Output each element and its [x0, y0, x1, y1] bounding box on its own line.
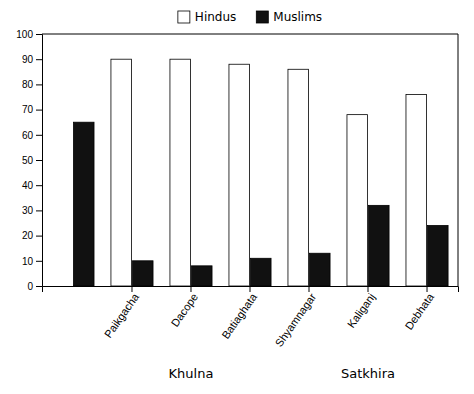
- bars: [74, 59, 449, 286]
- bar: [406, 94, 427, 286]
- legend-label: Hindus: [195, 10, 236, 24]
- group-label: Satkhira: [341, 366, 395, 381]
- y-tick: 100: [16, 29, 42, 40]
- x-tick-label: Debhata: [403, 290, 437, 332]
- y-tick-label: 0: [27, 281, 33, 292]
- y-tick: 10: [22, 256, 42, 267]
- y-tick-mark: [36, 261, 42, 262]
- legend-swatch: [178, 11, 190, 23]
- y-tick-label: 40: [22, 180, 34, 191]
- x-tick: Shyamnagar: [273, 286, 319, 349]
- y-tick-mark: [36, 34, 42, 35]
- x-tick: Batiaghata: [219, 286, 260, 341]
- y-tick: 0: [27, 281, 42, 292]
- y-tick-mark: [36, 185, 42, 186]
- y-tick: 60: [22, 130, 42, 141]
- chart: 0 10 20 30 40 50 60 70 80 90 100 Paikgacha Dacope Bat…: [0, 0, 474, 394]
- bar: [428, 226, 449, 286]
- series: [74, 122, 449, 286]
- x-tick-label: Kaliganj: [345, 291, 377, 330]
- y-tick-label: 100: [16, 29, 33, 40]
- group-label: Khulna: [169, 366, 214, 381]
- bar: [74, 122, 95, 286]
- y-tick-label: 20: [22, 230, 34, 241]
- plot: 0 10 20 30 40 50 60 70 80 90 100 Paikgacha Dacope Bat…: [16, 29, 458, 381]
- x-tick: Kaliganj: [345, 286, 377, 330]
- y-tick-mark: [36, 236, 42, 237]
- y-tick: 70: [22, 104, 42, 115]
- y-tick-label: 30: [22, 205, 34, 216]
- series: [111, 59, 427, 286]
- x-tick-mark: [131, 286, 132, 292]
- y-tick-label: 10: [22, 256, 34, 267]
- y-tick: 40: [22, 180, 42, 191]
- legend: Hindus Muslims: [178, 10, 322, 24]
- x-axis-line: [43, 287, 459, 293]
- bar: [347, 115, 368, 286]
- x-tick-label: Batiaghata: [219, 290, 260, 341]
- y-tick-label: 50: [22, 155, 34, 166]
- y-tick-mark: [36, 160, 42, 161]
- x-tick: Debhata: [403, 286, 437, 332]
- legend-label: Muslims: [273, 10, 322, 24]
- bar: [229, 64, 250, 286]
- y-tick-label: 70: [22, 104, 34, 115]
- bar: [192, 266, 213, 286]
- x-tick: Paikgacha: [102, 286, 142, 340]
- y-tick: 30: [22, 205, 42, 216]
- bar: [369, 205, 390, 286]
- x-tick-label: Paikgacha: [102, 290, 142, 340]
- x-tick: Dacope: [169, 286, 201, 329]
- frame-top: [42, 34, 458, 35]
- bar: [170, 59, 191, 286]
- y-tick-mark: [36, 110, 42, 111]
- x-tick-label: Dacope: [169, 291, 201, 329]
- y-tick-mark: [36, 210, 42, 211]
- y-tick-mark: [36, 59, 42, 60]
- bar: [111, 59, 132, 286]
- legend-swatch: [256, 11, 268, 23]
- legend-item: Muslims: [256, 10, 322, 24]
- bar: [133, 261, 154, 286]
- x-tick-mark: [368, 286, 369, 292]
- bar: [288, 69, 309, 286]
- y-tick: 20: [22, 230, 42, 241]
- y-axis: 0 10 20 30 40 50 60 70 80 90 100: [16, 29, 42, 292]
- x-tick-mark: [427, 286, 428, 292]
- y-tick-label: 60: [22, 130, 34, 141]
- y-tick-label: 90: [22, 54, 34, 65]
- x-tick-mark: [190, 286, 191, 292]
- y-tick: 50: [22, 155, 42, 166]
- x-tick-mark: [309, 286, 310, 292]
- legend-item: Hindus: [178, 10, 236, 24]
- y-tick: 90: [22, 54, 42, 65]
- y-tick-mark: [36, 286, 42, 287]
- y-tick-mark: [36, 84, 42, 85]
- y-tick: 80: [22, 79, 42, 90]
- bar: [251, 258, 272, 286]
- y-tick-label: 80: [22, 79, 34, 90]
- y-tick-mark: [36, 135, 42, 136]
- x-axis: Paikgacha Dacope Batiaghata Shyamnagar Kalig…: [43, 286, 459, 349]
- bar: [310, 253, 331, 286]
- x-tick-mark: [250, 286, 251, 292]
- y-axis-line: [36, 35, 43, 287]
- x-tick-label: Shyamnagar: [273, 291, 319, 349]
- frame-right: [458, 34, 459, 286]
